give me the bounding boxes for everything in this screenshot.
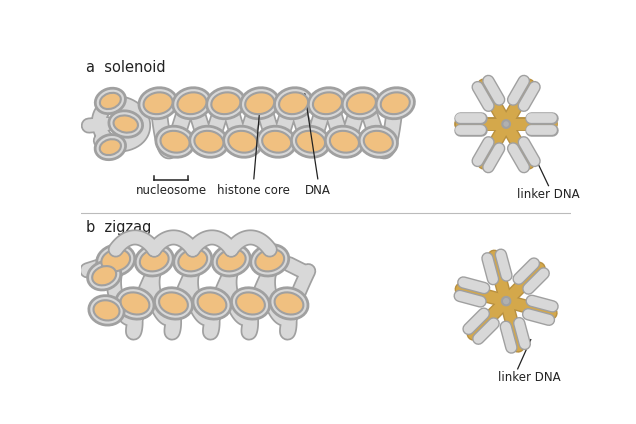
Ellipse shape <box>100 139 121 155</box>
Ellipse shape <box>211 92 240 114</box>
Ellipse shape <box>245 92 274 114</box>
Ellipse shape <box>228 131 258 153</box>
Ellipse shape <box>144 92 172 114</box>
Ellipse shape <box>114 115 138 133</box>
Ellipse shape <box>178 249 207 271</box>
Ellipse shape <box>100 93 121 109</box>
Ellipse shape <box>160 131 190 153</box>
Ellipse shape <box>275 88 313 119</box>
Ellipse shape <box>156 126 194 157</box>
Text: histone core: histone core <box>217 184 290 197</box>
Ellipse shape <box>121 293 149 315</box>
Ellipse shape <box>212 245 250 276</box>
Ellipse shape <box>97 245 135 276</box>
Ellipse shape <box>275 293 303 315</box>
Text: b  zigzag: b zigzag <box>86 220 152 235</box>
Ellipse shape <box>325 126 364 157</box>
Ellipse shape <box>342 88 380 119</box>
Ellipse shape <box>116 288 154 319</box>
Ellipse shape <box>255 249 284 271</box>
Ellipse shape <box>95 134 125 160</box>
Ellipse shape <box>270 288 308 319</box>
Ellipse shape <box>198 293 226 315</box>
Text: linker DNA: linker DNA <box>517 188 580 201</box>
Ellipse shape <box>291 126 329 157</box>
Ellipse shape <box>313 92 342 114</box>
Text: linker DNA: linker DNA <box>498 371 560 384</box>
Circle shape <box>502 120 510 128</box>
Ellipse shape <box>109 111 142 137</box>
Ellipse shape <box>88 262 121 290</box>
Ellipse shape <box>207 88 245 119</box>
Ellipse shape <box>174 245 212 276</box>
Ellipse shape <box>296 131 325 153</box>
Ellipse shape <box>232 288 270 319</box>
Ellipse shape <box>89 296 124 325</box>
Ellipse shape <box>95 88 125 114</box>
Ellipse shape <box>173 88 211 119</box>
Text: nucleosome: nucleosome <box>135 184 207 197</box>
Ellipse shape <box>195 131 223 153</box>
Ellipse shape <box>359 126 398 157</box>
Ellipse shape <box>240 88 279 119</box>
Ellipse shape <box>92 266 116 285</box>
Ellipse shape <box>347 92 376 114</box>
Ellipse shape <box>224 126 262 157</box>
Ellipse shape <box>159 293 188 315</box>
Ellipse shape <box>101 249 130 271</box>
Ellipse shape <box>139 88 177 119</box>
Ellipse shape <box>236 293 265 315</box>
Ellipse shape <box>376 88 415 119</box>
Ellipse shape <box>258 126 296 157</box>
Ellipse shape <box>140 249 169 271</box>
Ellipse shape <box>135 245 173 276</box>
Ellipse shape <box>193 288 231 319</box>
Ellipse shape <box>308 88 347 119</box>
Ellipse shape <box>262 131 291 153</box>
Ellipse shape <box>381 92 410 114</box>
Text: DNA: DNA <box>305 184 331 197</box>
Ellipse shape <box>190 126 228 157</box>
Ellipse shape <box>93 300 120 321</box>
Ellipse shape <box>279 92 308 114</box>
Ellipse shape <box>217 249 245 271</box>
Circle shape <box>502 297 510 305</box>
Text: a  solenoid: a solenoid <box>86 60 166 75</box>
Ellipse shape <box>155 288 193 319</box>
Ellipse shape <box>330 131 359 153</box>
Ellipse shape <box>364 131 393 153</box>
Ellipse shape <box>177 92 207 114</box>
Ellipse shape <box>251 245 289 276</box>
